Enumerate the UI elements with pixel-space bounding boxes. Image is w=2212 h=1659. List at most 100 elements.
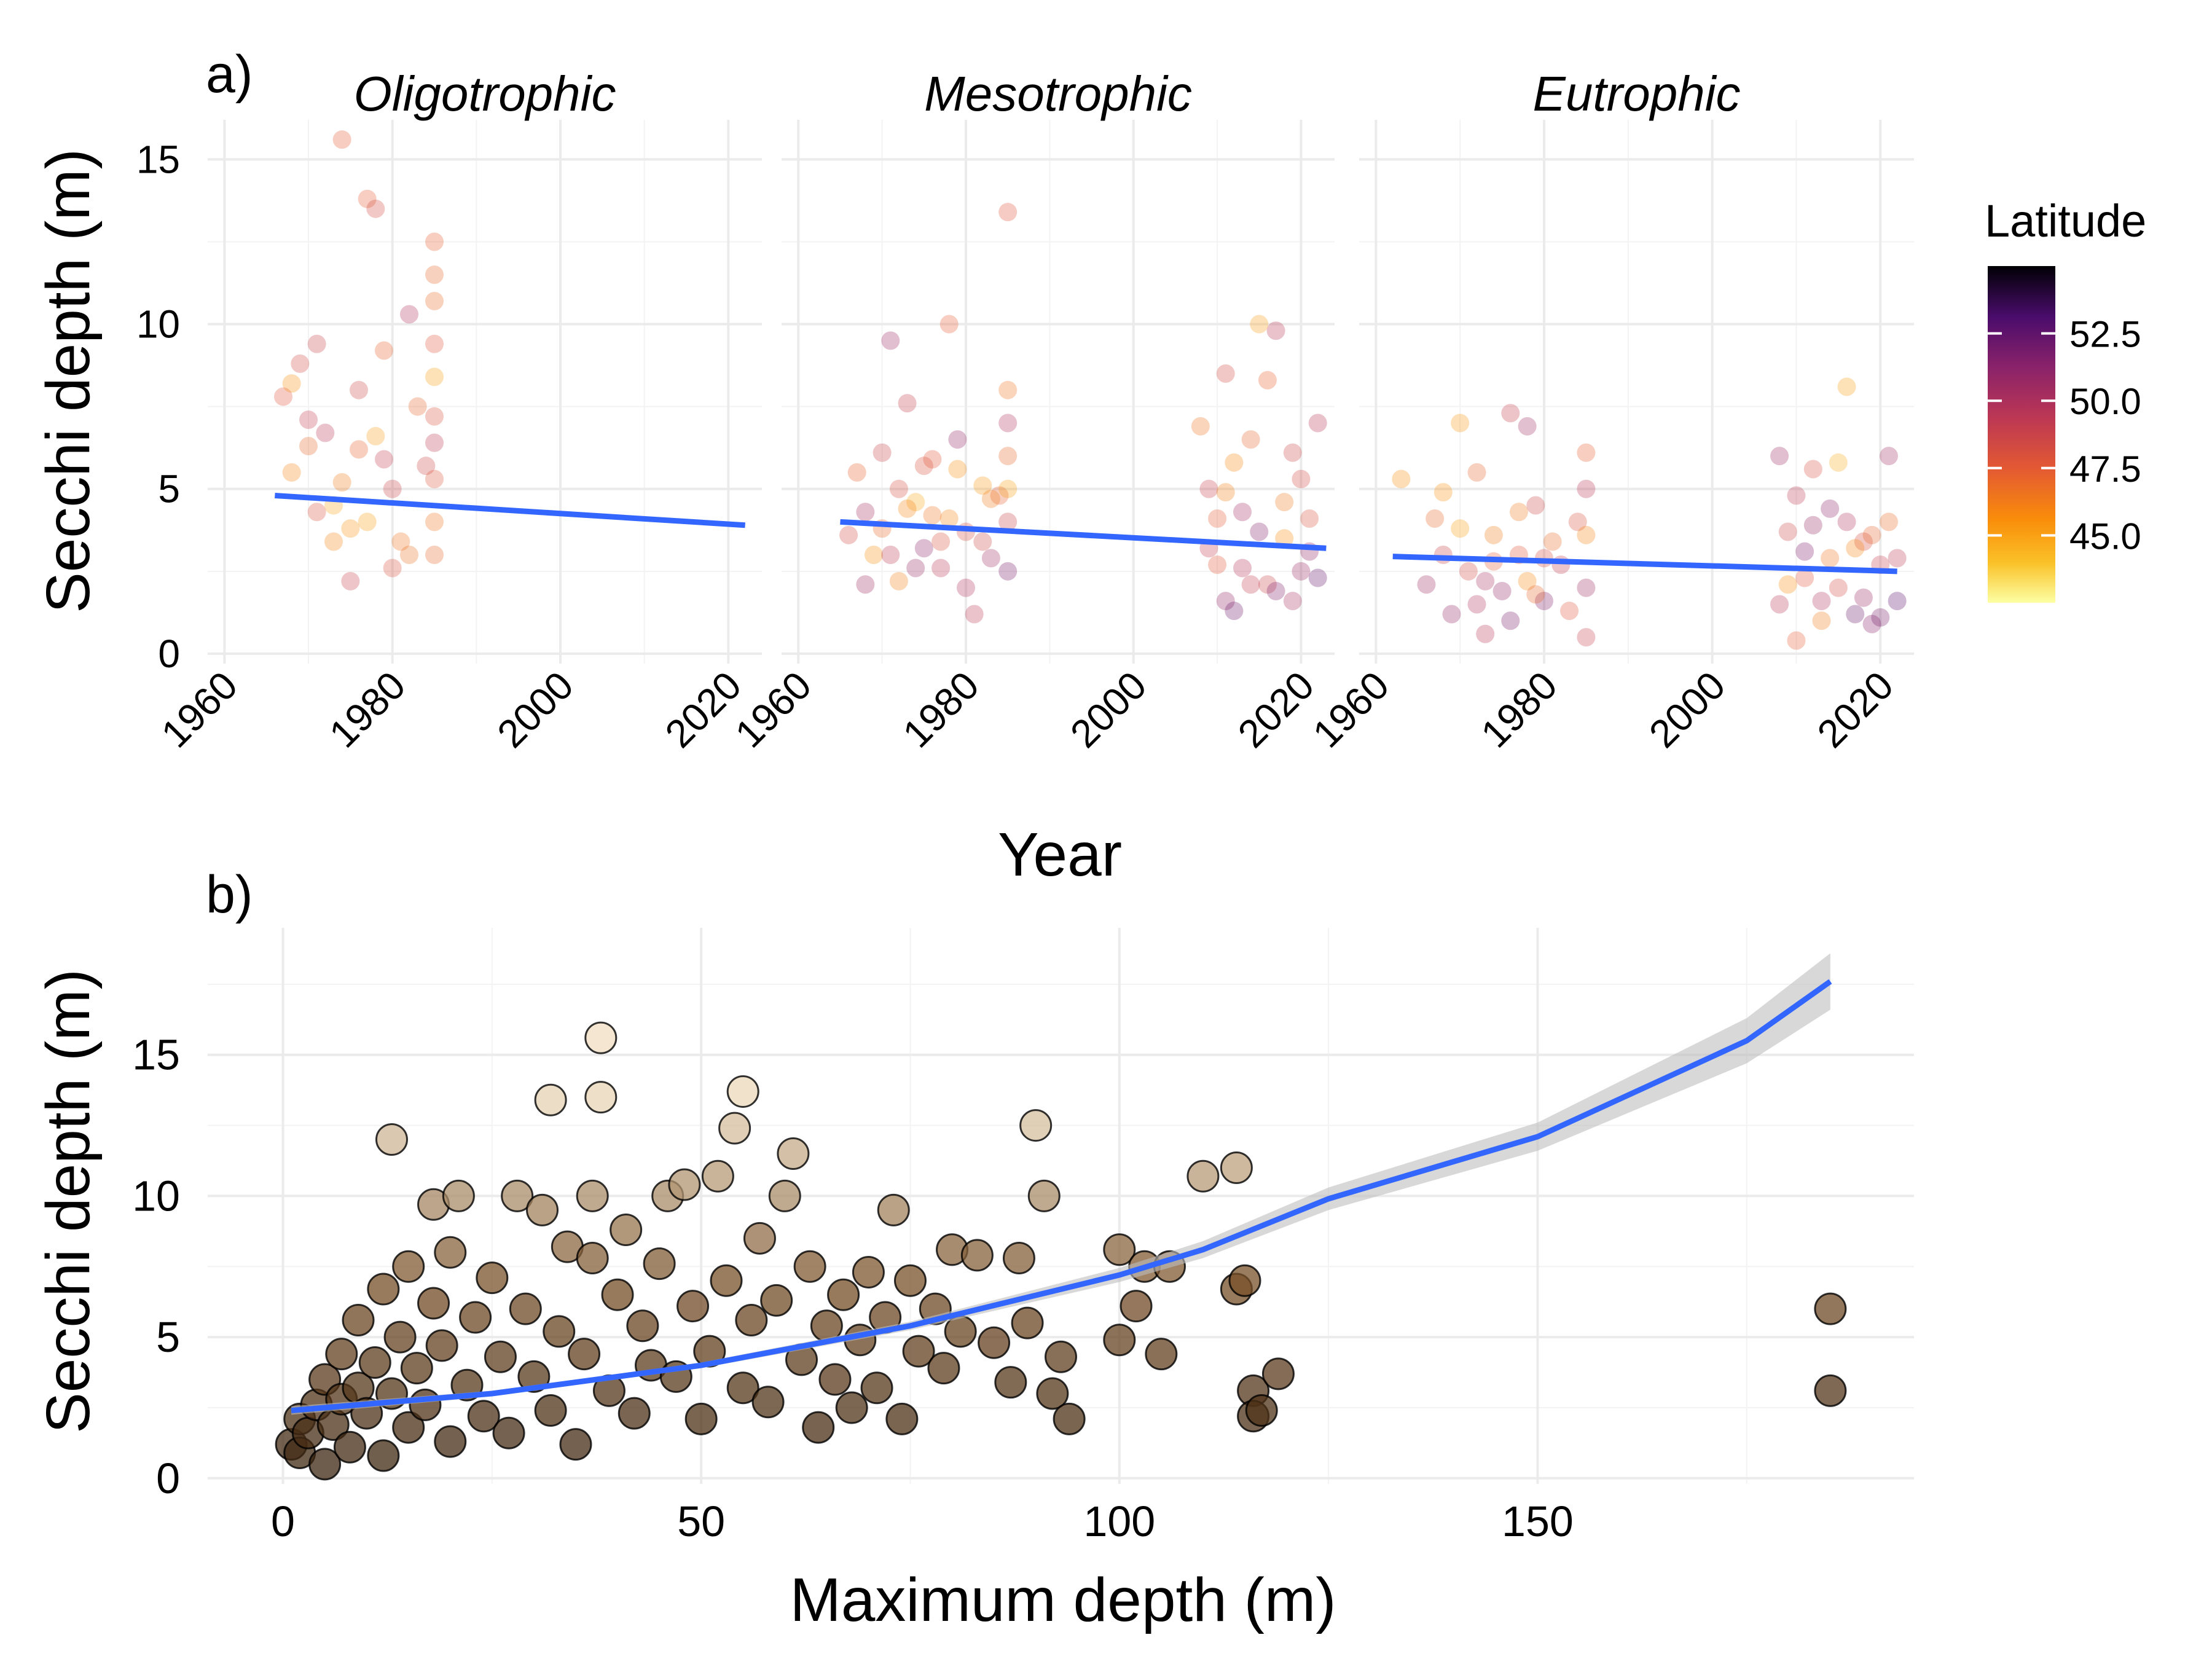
y-tick-label: 0 <box>158 632 180 676</box>
data-point <box>484 1340 517 1373</box>
data-point <box>948 430 967 449</box>
data-point <box>931 559 951 578</box>
panel-b-ylabel: Secchi depth (m) <box>34 969 103 1433</box>
data-point <box>994 1366 1027 1399</box>
data-point <box>425 546 444 564</box>
data-point <box>282 463 301 482</box>
legend-tick-label: 50.0 <box>2069 381 2141 422</box>
data-point <box>1795 542 1814 561</box>
data-point <box>1199 479 1218 498</box>
x-tick-label: 150 <box>1502 1497 1574 1545</box>
y-tick-label: 5 <box>156 1313 180 1361</box>
data-point <box>392 1411 425 1444</box>
data-point <box>1283 443 1302 462</box>
data-point <box>1888 592 1907 611</box>
panel-a-facets: Oligotrophic 1960 1980 2000 2020 0 5 10 15 Mesotr… <box>136 66 1914 756</box>
data-point <box>1261 1357 1295 1390</box>
data-point <box>1821 499 1840 518</box>
data-point <box>308 1448 342 1481</box>
data-point <box>939 509 959 528</box>
data-point <box>852 1255 885 1288</box>
y-tick-label: 0 <box>156 1454 180 1502</box>
data-point <box>584 1081 618 1114</box>
data-point <box>1577 525 1596 544</box>
data-point <box>726 1371 759 1405</box>
data-point <box>1862 614 1881 633</box>
data-point <box>1258 371 1277 390</box>
data-point <box>618 1397 651 1430</box>
x-tick-label: 2000 <box>1062 663 1155 756</box>
data-point <box>417 1287 450 1320</box>
data-point <box>425 469 444 488</box>
data-point <box>1560 602 1579 621</box>
data-point <box>998 414 1018 433</box>
data-point <box>425 1329 458 1362</box>
data-point <box>998 380 1018 399</box>
data-point <box>1518 571 1537 590</box>
data-point <box>973 532 992 551</box>
data-point <box>1208 509 1227 528</box>
data-point <box>467 1400 500 1433</box>
data-point <box>459 1301 492 1334</box>
data-point <box>1476 571 1495 590</box>
data-point <box>939 315 959 334</box>
y-tick-label: 10 <box>132 1172 180 1220</box>
x-tick-label: 100 <box>1083 1497 1155 1545</box>
data-point <box>726 1075 759 1108</box>
data-point <box>1787 486 1806 505</box>
facet-eutrophic: Eutrophic 1960 1980 2000 2020 <box>1304 66 1914 756</box>
trend-line <box>291 979 1832 1414</box>
data-point <box>885 1402 919 1435</box>
data-point <box>902 1335 935 1368</box>
data-point <box>1228 1264 1261 1297</box>
data-point <box>684 1402 718 1435</box>
data-point <box>906 559 925 578</box>
x-tick-label: 2020 <box>657 663 750 756</box>
data-point <box>425 232 444 251</box>
x-tick-label: 50 <box>677 1497 725 1545</box>
data-point <box>1433 546 1453 564</box>
facet-strip-title: Eutrophic <box>1533 66 1741 121</box>
y-tick-label: 5 <box>158 467 180 511</box>
data-point <box>341 519 360 538</box>
data-point <box>1120 1290 1153 1323</box>
trend-line <box>1392 554 1897 575</box>
data-point <box>610 1214 643 1247</box>
data-point <box>400 546 418 564</box>
data-point <box>392 1250 425 1283</box>
data-point <box>906 493 925 512</box>
latitude-legend: Latitude 52.5 50.0 47.5 45.0 <box>1985 195 2146 603</box>
data-point <box>1814 1292 1847 1325</box>
data-point <box>1103 1324 1136 1357</box>
data-point <box>1837 377 1856 396</box>
data-point <box>1292 562 1311 581</box>
data-point <box>768 1179 801 1212</box>
data-point <box>1854 588 1873 607</box>
data-point <box>1568 512 1587 531</box>
data-point <box>1250 522 1269 541</box>
data-point <box>1871 608 1890 627</box>
data-point <box>299 410 318 429</box>
data-point <box>576 1241 609 1274</box>
data-point <box>425 334 444 353</box>
data-point <box>1577 628 1596 647</box>
data-point <box>710 1264 743 1297</box>
data-point <box>1186 1159 1220 1193</box>
data-point <box>893 1264 927 1297</box>
data-point <box>802 1411 835 1444</box>
data-point <box>1216 592 1235 611</box>
legend-tick-label: 47.5 <box>2069 449 2141 490</box>
data-point <box>914 539 933 558</box>
data-point <box>442 1179 475 1212</box>
data-point <box>543 1315 576 1348</box>
data-point <box>860 1371 893 1405</box>
data-point <box>1459 562 1478 581</box>
x-tick-label: 2000 <box>488 663 582 756</box>
data-point <box>534 1083 567 1116</box>
data-point <box>332 130 351 149</box>
data-point <box>1821 549 1840 568</box>
data-point <box>325 1338 358 1371</box>
data-point <box>1283 592 1302 611</box>
data-point <box>998 447 1018 466</box>
data-point <box>847 463 866 482</box>
